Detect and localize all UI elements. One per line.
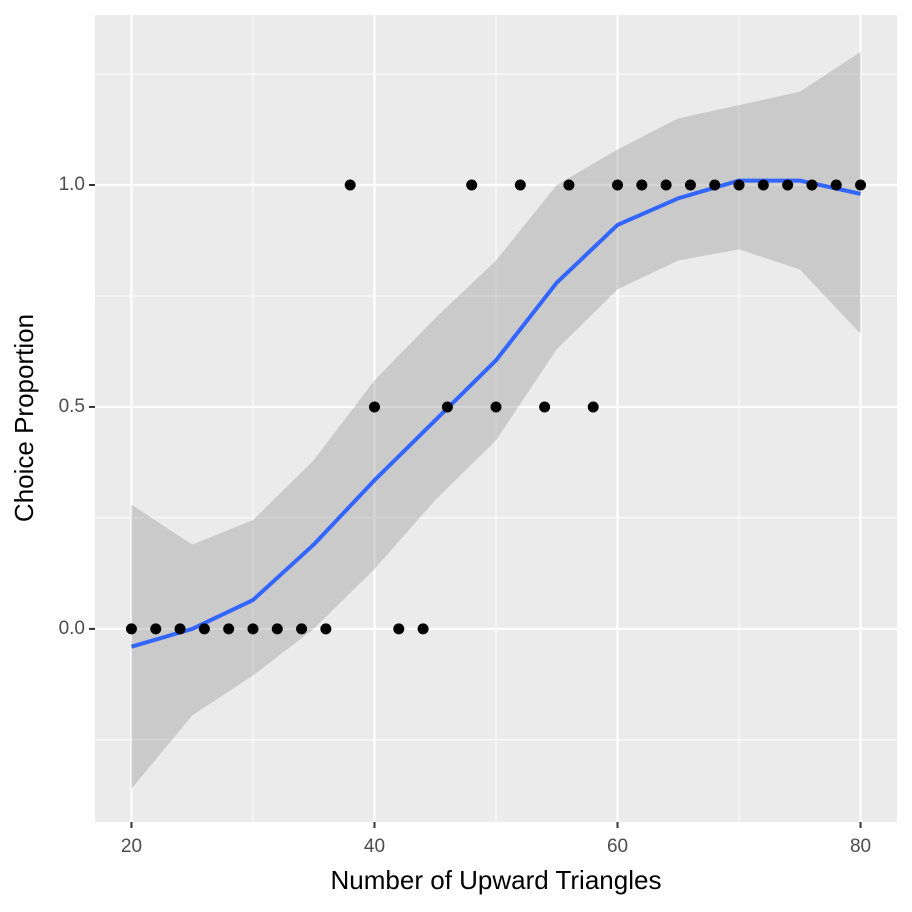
point (247, 623, 259, 635)
y-tick-label: 1.0 (59, 174, 85, 195)
x-tick-label: 20 (121, 836, 142, 857)
x-tick-label: 40 (364, 836, 385, 857)
point (514, 179, 526, 191)
point (855, 179, 867, 191)
point (636, 179, 648, 191)
y-axis-title: Choice Proportion (9, 314, 39, 522)
point (320, 623, 332, 635)
point (150, 623, 162, 635)
point (271, 623, 283, 635)
point (344, 179, 356, 191)
point (125, 623, 137, 635)
point (587, 401, 599, 413)
point (490, 401, 502, 413)
point (563, 179, 575, 191)
point (806, 179, 818, 191)
point (539, 401, 551, 413)
point (466, 179, 478, 191)
y-tick-label: 0.0 (59, 618, 85, 639)
point (368, 401, 380, 413)
point (733, 179, 745, 191)
x-tick-label: 60 (607, 836, 628, 857)
point (198, 623, 210, 635)
point (174, 623, 186, 635)
x-axis-title: Number of Upward Triangles (331, 865, 662, 895)
point (782, 179, 794, 191)
confidence-band (131, 51, 861, 789)
point (296, 623, 308, 635)
point (757, 179, 769, 191)
point (441, 401, 453, 413)
point (417, 623, 429, 635)
x-tick-label: 80 (850, 836, 871, 857)
point (684, 179, 696, 191)
point (393, 623, 405, 635)
point (830, 179, 842, 191)
y-tick-label: 0.5 (59, 396, 85, 417)
point (660, 179, 672, 191)
point (223, 623, 235, 635)
point (709, 179, 721, 191)
point (612, 179, 624, 191)
